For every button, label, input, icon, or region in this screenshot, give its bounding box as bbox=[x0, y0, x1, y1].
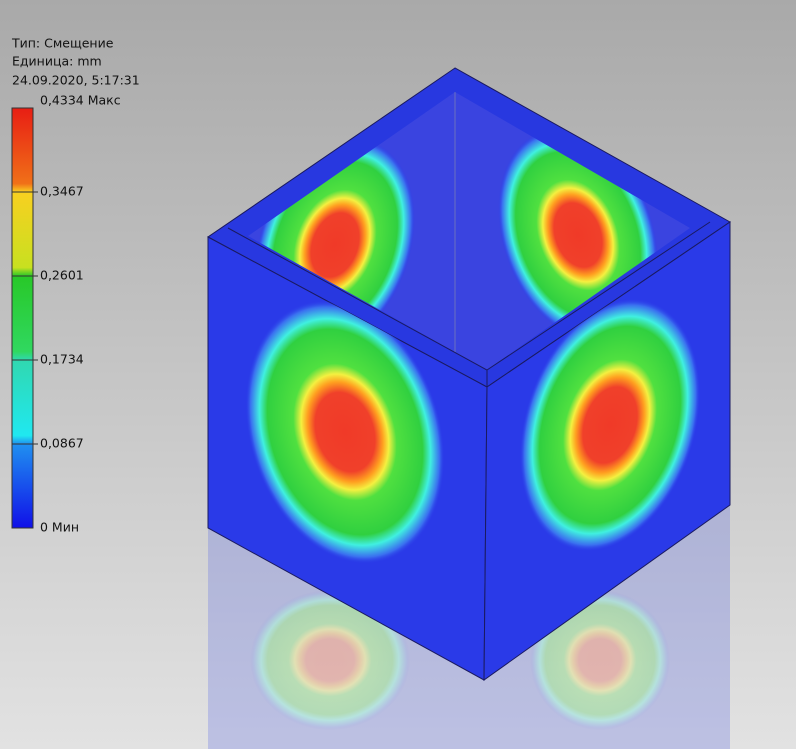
legend-type: Тип: Смещение bbox=[11, 36, 114, 51]
color-bar bbox=[11, 107, 34, 529]
scale-label: 0 Мин bbox=[40, 520, 79, 535]
scale-label: 0,0867 bbox=[40, 436, 84, 451]
scale-label: 0,1734 bbox=[40, 352, 84, 367]
cube bbox=[207, 67, 731, 681]
legend-time: 24.09.2020, 5:17:31 bbox=[12, 73, 140, 88]
reflection bbox=[208, 505, 730, 749]
legend: Тип: Смещение Единица: mm 24.09.2020, 5:… bbox=[11, 36, 140, 535]
scale-label: 0,4334 Макс bbox=[40, 93, 121, 108]
scale-label: 0,2601 bbox=[40, 268, 84, 283]
scale-label: 0,3467 bbox=[40, 184, 84, 199]
legend-unit: Единица: mm bbox=[12, 54, 102, 69]
